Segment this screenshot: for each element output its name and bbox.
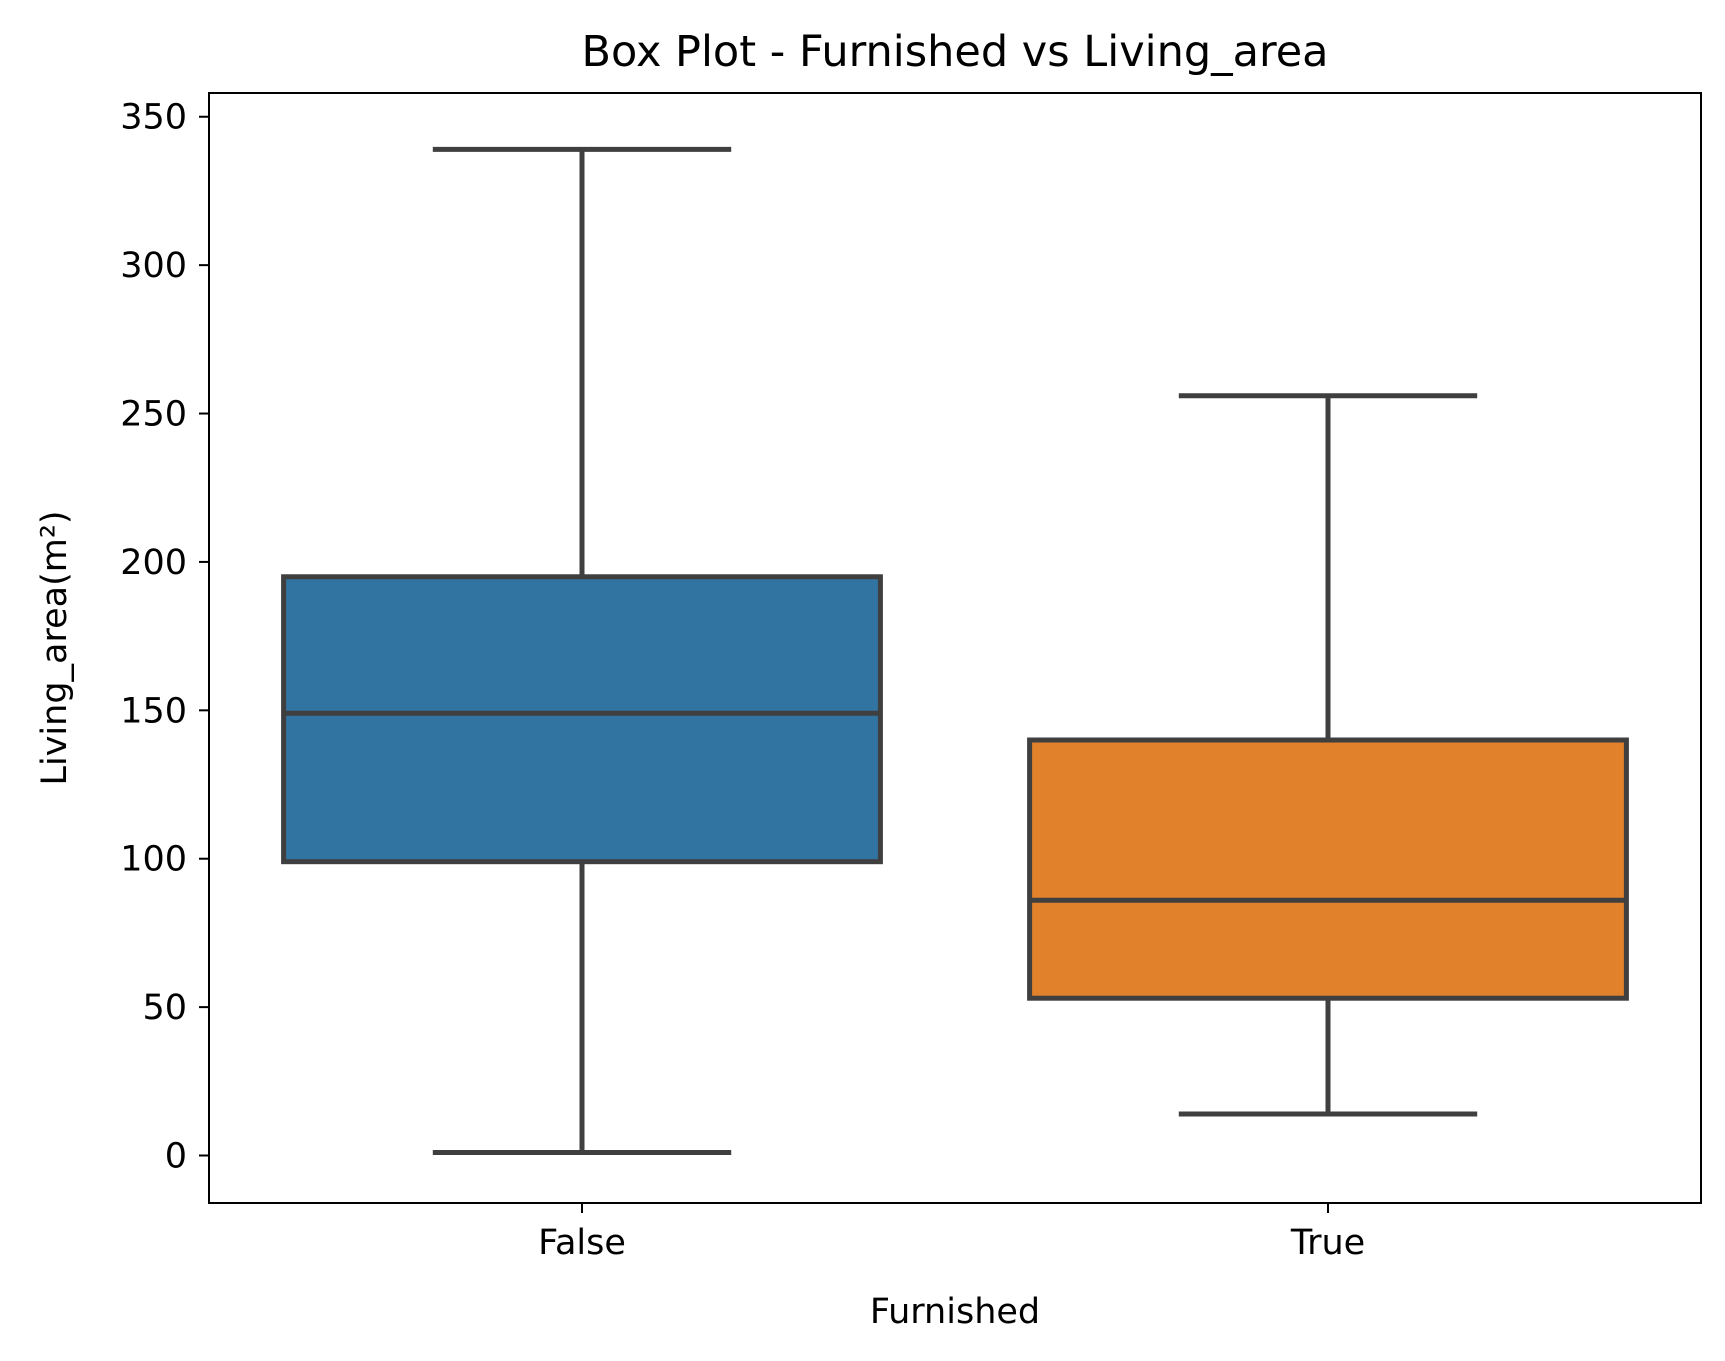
x-axis: False True — [538, 1203, 1365, 1263]
box-group-false — [281, 146, 883, 1156]
chart-title: Box Plot - Furnished vs Living_area — [581, 27, 1328, 77]
plot-frame — [208, 92, 1702, 1204]
y-tick-label: 0 — [165, 1137, 187, 1177]
x-axis-label: Furnished — [870, 1292, 1040, 1332]
x-tick-label: True — [1290, 1223, 1365, 1263]
y-tick-label: 200 — [120, 543, 187, 583]
y-tick-label: 300 — [120, 246, 187, 286]
x-tick-label: False — [538, 1223, 626, 1263]
y-axis: 0 50 100 150 200 250 300 350 — [120, 98, 209, 1177]
y-tick-label: 150 — [120, 691, 187, 731]
y-axis-label: Living_area(m²) — [35, 510, 75, 785]
iqr-box — [1027, 737, 1629, 1001]
plot-area — [281, 146, 1629, 1156]
y-tick-label: 350 — [120, 98, 187, 138]
y-tick-label: 50 — [142, 988, 187, 1028]
y-tick-label: 250 — [120, 395, 187, 435]
iqr-box — [281, 574, 883, 865]
box-group-true — [1027, 393, 1629, 1117]
y-tick-label: 100 — [120, 840, 187, 880]
